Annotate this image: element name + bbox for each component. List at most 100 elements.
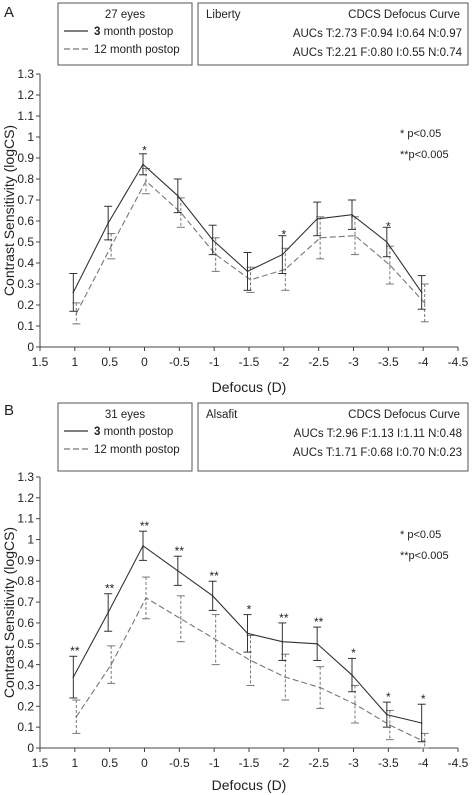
chart-panel-b: B 31 eyes 3 month postop 12 month postop Als… [1, 402, 469, 793]
data-point [211, 595, 214, 597]
auc-line: AUCs T:2.96 F:1.13 I:1.11 N:0.48 [294, 428, 462, 440]
y-tick-label: 0.7 [17, 193, 34, 207]
data-point [72, 676, 75, 678]
x-tick-label: -3 [348, 355, 359, 369]
y-tick-label: 0.6 [17, 616, 34, 630]
x-tick-label: 1 [71, 756, 78, 770]
y-tick-label: 0.9 [17, 151, 34, 165]
data-point [420, 722, 423, 724]
significance-marker: ** [209, 569, 219, 583]
data-point [107, 611, 109, 614]
auc-line: AUCs T:1.71 F:0.68 I:0.70 N:0.23 [293, 447, 462, 459]
y-tick-label: 1.2 [17, 88, 34, 102]
y-tick-label: 0.8 [17, 172, 34, 186]
data-point [72, 291, 75, 294]
lens-name: Liberty [206, 9, 241, 21]
data-point [75, 715, 78, 718]
significance-note: * p<0.05 [400, 128, 441, 140]
lens-name: Alsafit [206, 409, 238, 421]
significance-marker: ** [175, 544, 185, 558]
x-tick-label: -3 [348, 756, 359, 770]
y-tick-label: 1.3 [17, 470, 34, 484]
series-line-dashed [75, 180, 426, 314]
panel-letter: A [4, 4, 14, 21]
data-point [386, 713, 388, 716]
data-point [180, 617, 182, 620]
y-tick-label: 0.3 [17, 277, 34, 291]
x-tick-label: -2 [278, 355, 289, 369]
curve-title: CDCS Defocus Curve [348, 9, 460, 21]
x-tick-label: -3.5 [378, 756, 399, 770]
legend-entry-rest: 12 month postop [94, 444, 180, 456]
y-tick-label: 0.2 [17, 298, 34, 312]
chart-panel-a: A 27 eyes 3 month postop 12 month postop Lib… [1, 2, 469, 395]
y-tick-label: 0.2 [17, 699, 34, 713]
curve-title: CDCS Defocus Curve [348, 409, 460, 421]
y-tick-label: 1.1 [17, 512, 34, 526]
x-tick-label: -4.5 [448, 355, 469, 369]
y-tick-label: 0 [27, 340, 34, 354]
x-tick-label: -1.5 [239, 756, 260, 770]
legend-entry-rest: month postop [100, 26, 173, 38]
data-point [145, 180, 147, 182]
legend-entry-label: 12 month postop [94, 44, 180, 56]
y-axis-label: Contrast Sensitivity (logCS) [1, 125, 17, 296]
info-box [197, 402, 469, 472]
x-tick-label: 1.5 [32, 355, 49, 369]
auc-line: AUCs T:2.73 F:0.94 I:0.64 N:0.97 [293, 28, 462, 40]
y-tick-label: 0.6 [17, 214, 34, 228]
data-point [354, 234, 356, 237]
legend-entry-bold: 3 [94, 26, 100, 38]
y-tick-label: 0.5 [17, 637, 34, 651]
significance-marker: ** [70, 644, 80, 658]
x-tick-label: 1 [71, 355, 78, 369]
data-point [423, 302, 426, 304]
significance-note: **p<0.005 [400, 550, 449, 562]
y-tick-label: 1 [27, 130, 34, 144]
data-point [211, 239, 214, 241]
data-point [319, 237, 321, 239]
data-point [351, 674, 353, 676]
x-tick-label: -2.5 [308, 355, 329, 369]
data-point [145, 597, 147, 599]
data-point [142, 163, 144, 166]
x-tick-label: -4 [418, 355, 429, 369]
legend-entry-label: 3 month postop [94, 26, 173, 38]
data-point [177, 195, 179, 197]
significance-marker: * [386, 219, 391, 233]
legend-entry-label: 3 month postop [94, 426, 173, 438]
y-tick-label: 0.1 [17, 319, 34, 333]
data-point [75, 312, 78, 315]
data-point [214, 638, 217, 641]
significance-marker: ** [105, 582, 115, 596]
y-axis-label: Contrast Sensitivity (logCS) [1, 527, 17, 698]
data-point [351, 213, 353, 216]
significance-note: **p<0.005 [400, 149, 449, 161]
y-tick-label: 0.4 [17, 658, 34, 672]
data-point [354, 703, 356, 706]
x-tick-label: -2.5 [308, 756, 329, 770]
significance-marker: ** [314, 615, 324, 629]
x-axis-label: Defocus (D) [212, 777, 287, 793]
y-tick-label: 0.7 [17, 595, 34, 609]
significance-marker: * [142, 144, 147, 158]
legend-box [57, 402, 193, 472]
panel-letter: B [4, 402, 14, 419]
data-point [177, 570, 179, 572]
data-point [319, 686, 321, 689]
y-tick-label: 0.8 [17, 574, 34, 588]
data-point [249, 279, 252, 281]
data-point [420, 291, 423, 294]
data-point [107, 222, 109, 224]
data-point [110, 663, 112, 666]
data-point [249, 659, 252, 662]
y-tick-label: 1.1 [17, 109, 34, 123]
x-tick-label: 0.5 [101, 756, 118, 770]
legend-title: 31 eyes [105, 409, 146, 421]
y-tick-label: 0.9 [17, 553, 34, 567]
data-point [316, 642, 318, 645]
data-point [316, 218, 318, 220]
data-point [386, 241, 388, 243]
data-point [389, 264, 391, 266]
legend-title: 27 eyes [105, 9, 146, 21]
